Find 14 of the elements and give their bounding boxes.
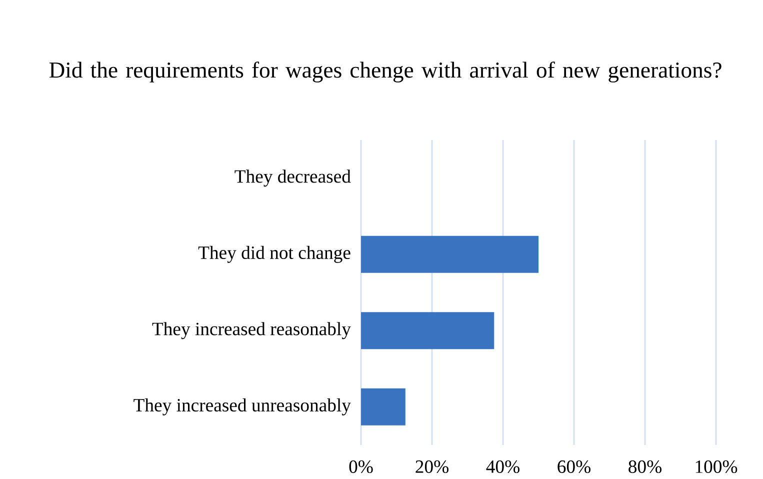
x-tick-label: 40% [486,460,520,474]
y-tick-label: They decreased [234,170,351,187]
x-tick-label: 0% [349,460,373,474]
bar [361,236,538,273]
x-tick-label: 60% [558,460,590,474]
y-tick-label: They did not change [198,246,350,263]
y-tick-label: They increased unreasonably [134,398,351,416]
bar [361,388,406,426]
y-tick-label: They increased reasonably [152,322,351,340]
x-tick-label: 20% [416,460,448,474]
chart-title: Did the requirements for wages chenge with arrival of new generations? [49,62,722,82]
x-tick-label: 80% [628,460,662,474]
x-tick-label: 100% [696,460,738,474]
bar [361,312,494,350]
